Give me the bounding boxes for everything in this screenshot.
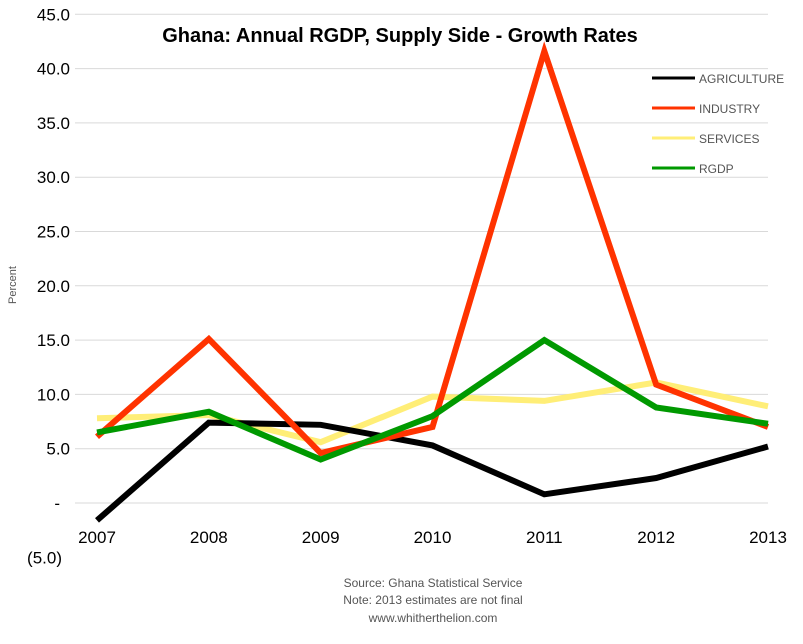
x-tick-label: 2013 xyxy=(749,528,787,547)
x-tick-label: 2009 xyxy=(302,528,340,547)
y-tick-label: - xyxy=(54,494,60,513)
legend-label: RGDP xyxy=(699,162,734,176)
y-tick-label: 30.0 xyxy=(37,168,70,187)
y-tick-label: (5.0) xyxy=(27,548,62,567)
y-tick-label: 10.0 xyxy=(37,385,70,404)
y-tick-label: 5.0 xyxy=(46,440,70,459)
series-line-agriculture xyxy=(95,419,769,523)
y-tick-label: 15.0 xyxy=(37,331,70,350)
y-tick-label: 35.0 xyxy=(37,114,70,133)
legend-label: AGRICULTURE xyxy=(699,72,784,86)
x-tick-label: 2007 xyxy=(78,528,116,547)
note-text: Note: 2013 estimates are not final xyxy=(343,593,523,607)
y-tick-label: 20.0 xyxy=(37,277,70,296)
x-tick-label: 2012 xyxy=(637,528,675,547)
y-tick-label: 40.0 xyxy=(37,60,70,79)
y-tick-label: 45.0 xyxy=(37,5,70,24)
series-line-industry xyxy=(95,41,770,457)
series-line-rgdp xyxy=(96,336,769,463)
legend-label: SERVICES xyxy=(699,132,759,146)
x-tick-label: 2011 xyxy=(526,528,563,547)
source-text: Source: Ghana Statistical Service xyxy=(343,576,523,590)
chart-title: Ghana: Annual RGDP, Supply Side - Growth… xyxy=(162,25,638,47)
y-tick-label: 25.0 xyxy=(37,223,70,242)
y-axis-label: Percent xyxy=(7,266,19,304)
x-tick-label: 2008 xyxy=(190,528,228,547)
legend-label: INDUSTRY xyxy=(699,102,760,116)
website-text: www.whitherthelion.com xyxy=(368,611,498,625)
x-tick-label: 2010 xyxy=(414,528,452,547)
